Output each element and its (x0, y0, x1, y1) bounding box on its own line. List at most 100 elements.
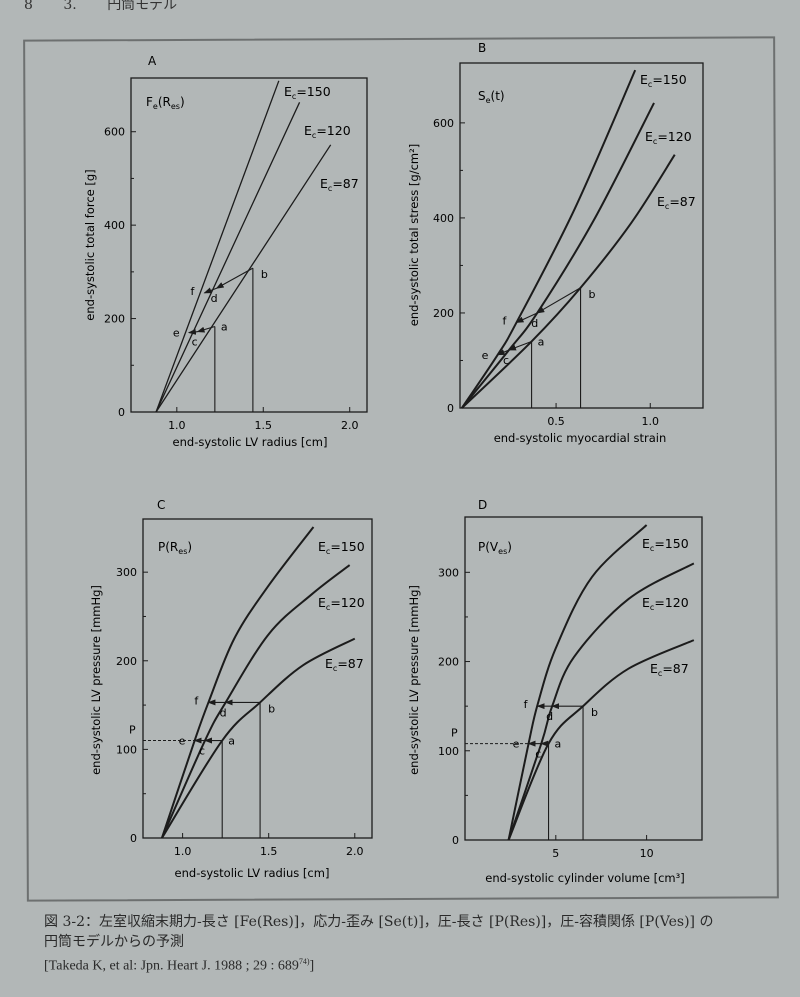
series-label-subscript: c (658, 669, 662, 678)
function-label: P(Res) (158, 540, 192, 556)
series-label-symbol: E (642, 536, 650, 551)
series-label: Ec=120 (645, 129, 692, 146)
x-axis-title: end-systolic cylinder volume [cm³] (485, 871, 684, 885)
page-number: 8 (24, 0, 33, 13)
function-label-part: P(R (158, 540, 178, 554)
x-tick-label: 1.0 (174, 845, 192, 858)
function-label-part: e (153, 102, 158, 111)
y-tick-label: 400 (104, 219, 125, 232)
point-label-f: f (194, 694, 199, 707)
arrow-a-to-c (508, 340, 532, 351)
panel-letter: D (478, 498, 487, 512)
citation-ref: 74) (298, 957, 310, 966)
series-label-value: =150 (652, 72, 686, 87)
x-tick-label: 1.5 (255, 419, 273, 432)
function-label-part: ) (187, 540, 192, 554)
series-label-value: =87 (332, 176, 358, 191)
caption-line-1: 図 3-2：左室収縮末期力-長さ [Fe(Res)]，応力-歪み [Se(t)]… (44, 914, 714, 930)
citation: [Takeda K, et al: Jpn. Heart J. 1988 ; 2… (44, 952, 784, 977)
series-label-subscript: c (650, 544, 654, 553)
series-label-subscript: c (653, 137, 657, 146)
x-tick-label: 2.0 (341, 419, 359, 432)
x-tick-label: 1.5 (260, 845, 278, 858)
p-level-label: P (451, 727, 458, 740)
series-label-subscript: c (326, 603, 330, 612)
series-label-subscript: c (648, 80, 652, 89)
y-tick-label: 0 (447, 402, 454, 415)
plot-frame (130, 77, 368, 413)
series-line-ec-120 (161, 564, 351, 839)
function-label-part: es (498, 547, 507, 556)
series-label-value: =150 (330, 539, 364, 554)
series-label-value: =120 (654, 595, 688, 610)
series-label-symbol: E (657, 194, 665, 209)
series-line-ec-120 (155, 102, 301, 413)
function-label-part: (R (158, 95, 171, 109)
point-label-d: d (531, 317, 538, 330)
x-tick-label: 1.0 (642, 415, 660, 428)
y-tick-label: 0 (130, 832, 137, 845)
panel-letter: B (478, 41, 486, 55)
point-label-c: c (192, 336, 198, 349)
y-axis-title: end-systolic LV pressure [mmHg] (407, 585, 421, 775)
x-tick-label: 5 (552, 847, 559, 860)
arrow-d-to-f (203, 287, 217, 294)
function-label-part: F (146, 95, 153, 109)
section-number: 3. (63, 0, 77, 13)
y-tick-label: 0 (452, 834, 459, 847)
citation-text: [Takeda K, et al: Jpn. Heart J. 1988 ; 2… (44, 958, 299, 974)
point-label-e: e (179, 735, 186, 748)
caption-line-2: 円筒モデルからの予測 (44, 934, 184, 950)
arrow-c-to-e (187, 328, 198, 335)
point-label-e: e (482, 349, 489, 362)
point-label-c: c (199, 745, 205, 758)
series-label-symbol: E (304, 123, 312, 138)
y-tick-label: 0 (118, 406, 125, 419)
point-label-d: d (546, 710, 553, 723)
y-tick-label: 300 (116, 566, 137, 579)
series-label-symbol: E (640, 72, 648, 87)
panel-letter: A (148, 54, 157, 68)
series-line-ec-150 (155, 80, 280, 413)
point-label-f: f (503, 314, 508, 327)
function-label-part: P(V (478, 540, 499, 554)
y-tick-label: 200 (104, 313, 125, 326)
series-label-subscript: c (650, 603, 654, 612)
x-tick-label: 0.5 (547, 415, 565, 428)
x-tick-label: 2.0 (346, 845, 364, 858)
series-label-subscript: c (292, 92, 296, 101)
y-axis-title: end-systolic total force [g] (83, 169, 97, 320)
y-tick-label: 200 (438, 656, 459, 669)
function-label: Se(t) (478, 89, 505, 105)
series-label: Ec=87 (320, 176, 359, 193)
plot-frame (459, 62, 704, 409)
y-tick-label: 100 (438, 745, 459, 758)
series-label-value: =87 (662, 661, 688, 676)
series-label-symbol: E (284, 84, 292, 99)
point-label-d: d (220, 706, 227, 719)
series-label-value: =87 (337, 656, 363, 671)
plot-frame (142, 518, 373, 839)
series-label-symbol: E (650, 661, 658, 676)
arrow-a-to-c (196, 325, 216, 333)
point-label-a: a (538, 335, 545, 348)
series-label-value: =120 (657, 129, 691, 144)
series-label-subscript: c (312, 131, 316, 140)
y-axis-title: end-systolic total stress [g/cm²] (407, 144, 421, 326)
p-level-label: P (129, 724, 136, 737)
section-title: 円筒モデル (107, 0, 178, 13)
series-label-subscript: c (328, 184, 332, 193)
function-label-part: ) (507, 540, 512, 554)
series-line-ec-150 (160, 526, 315, 839)
arrow-c-to-e (496, 349, 510, 356)
series-label-value: =150 (654, 536, 688, 551)
series-label-symbol: E (318, 539, 326, 554)
arrow-b-to-d (215, 267, 254, 289)
panel-a: AFe(Res)1.0 1.5 2.00200400600end-systolic … (83, 54, 368, 449)
series-label: Ec=120 (318, 595, 365, 612)
series-label: Ec=120 (304, 123, 351, 140)
point-label-a: a (555, 738, 562, 751)
point-label-a: a (221, 321, 228, 334)
y-tick-label: 200 (433, 307, 454, 320)
